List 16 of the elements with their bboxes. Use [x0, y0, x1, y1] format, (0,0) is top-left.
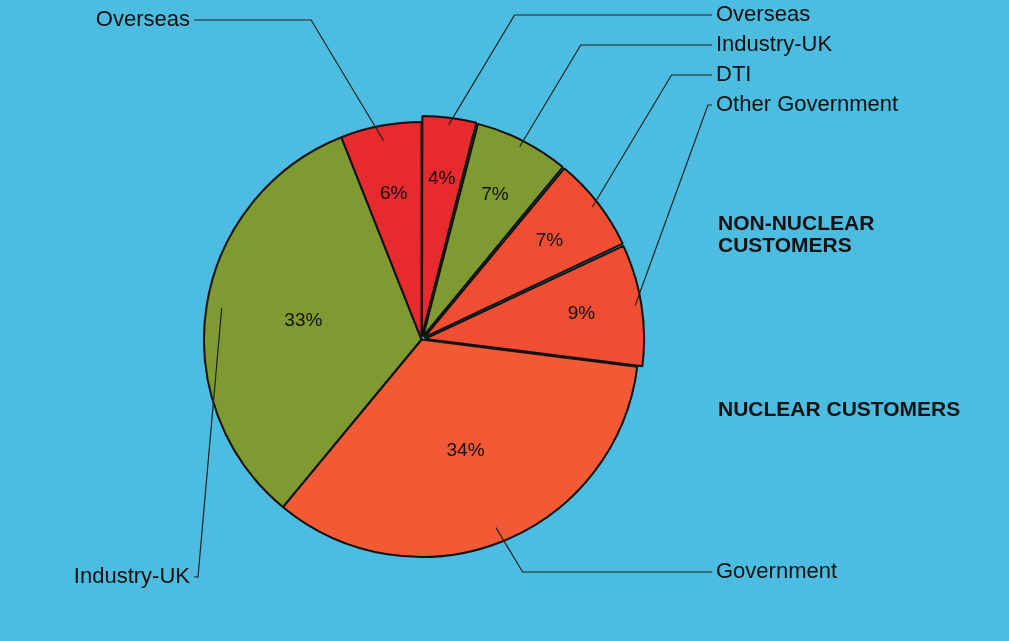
slice-label: Government: [716, 558, 838, 584]
slice-label: Overseas: [95, 6, 190, 32]
data-label: 9%: [567, 302, 596, 324]
text: NUCLEAR CUSTOMERS: [718, 397, 962, 420]
data-label: 7%: [535, 228, 564, 250]
slice-label: Industry-UK: [73, 563, 191, 589]
slice-label: Industry-UK: [716, 31, 833, 57]
slice-label: Overseas: [716, 1, 811, 27]
data-label: 34%: [446, 438, 485, 460]
slice-label: DTI: [716, 61, 752, 87]
text: NON-NUCLEAR CUSTOMERS: [718, 211, 876, 256]
data-label: 4%: [428, 167, 456, 189]
slice-label: Other Government: [716, 91, 899, 117]
data-label: 6%: [380, 182, 408, 204]
data-label: 7%: [481, 183, 509, 205]
data-label: 33%: [284, 309, 323, 331]
